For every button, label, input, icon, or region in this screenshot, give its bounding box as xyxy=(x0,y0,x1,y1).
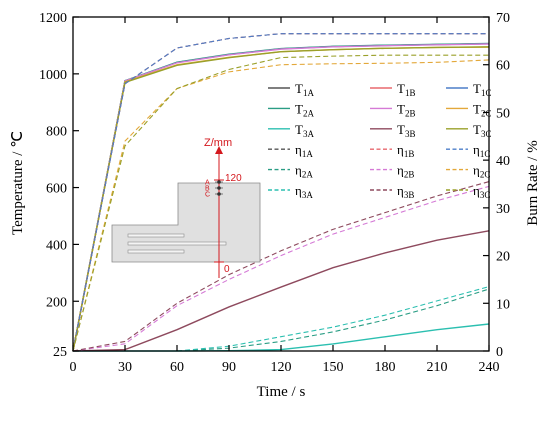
y-left-tick-label: 1200 xyxy=(39,11,67,26)
inset-slot xyxy=(127,249,185,254)
inset-diagram: Z/mm 120 0 ABC xyxy=(111,137,261,278)
y-right-tick-label: 60 xyxy=(496,59,510,74)
inset-slot xyxy=(127,241,227,246)
series-line-t-3c xyxy=(72,46,490,352)
inset-bottom-value: 0 xyxy=(224,264,230,275)
x-axis-title: Time / s xyxy=(257,384,306,400)
series-layer xyxy=(72,33,490,352)
legend-label: T3B xyxy=(397,122,415,139)
y-right-tick-label: 50 xyxy=(496,106,510,121)
legend-label: T1C xyxy=(473,81,491,98)
y-right-tick-label: 30 xyxy=(496,202,510,217)
inset-axis-label: Z/mm xyxy=(204,137,232,149)
inset-point-label: A xyxy=(205,180,210,187)
axes-layer: 0 30 60 90 120 150 180 210 240252004006008001000… xyxy=(39,11,510,375)
x-tick-label: 180 xyxy=(375,360,396,375)
legend-label: T3A xyxy=(295,122,314,139)
x-tick-label: 120 xyxy=(271,360,292,375)
legend-label: η3C xyxy=(473,183,490,200)
legend-label: T1B xyxy=(397,81,415,98)
legend-label: η2B xyxy=(397,163,414,180)
x-tick-label: 0 xyxy=(70,360,77,375)
x-tick-label: 90 xyxy=(222,360,236,375)
legend-label: T3C xyxy=(473,122,491,139)
legend-label: η1B xyxy=(397,142,414,159)
y-left-tick-label: 200 xyxy=(46,295,67,310)
inset-slot xyxy=(127,233,185,238)
legend-label: η1A xyxy=(295,142,313,159)
x-tick-label: 150 xyxy=(323,360,344,375)
y-right-tick-label: 0 xyxy=(496,345,503,360)
series-line-eta-3b xyxy=(72,181,490,352)
legend-label: T2B xyxy=(397,101,415,118)
y-left-tick-label: 1000 xyxy=(39,68,67,83)
y-left-tick-label: 25 xyxy=(53,345,67,360)
legend-label: η2A xyxy=(295,163,313,180)
inset-z-arrow xyxy=(215,146,223,154)
y-left-tick-label: 600 xyxy=(46,182,67,197)
y-right-tick-label: 70 xyxy=(496,11,510,26)
legend-label: T1A xyxy=(295,81,314,98)
x-tick-label: 210 xyxy=(427,360,448,375)
y-left-tick-label: 800 xyxy=(46,125,67,140)
y-right-tick-label: 40 xyxy=(496,154,510,169)
x-tick-label: 240 xyxy=(479,360,500,375)
legend-label: η3A xyxy=(295,183,313,200)
legend-label: T2C xyxy=(473,101,491,118)
series-line-eta-1c xyxy=(72,33,489,352)
y-axis-left-title: Temperature / ℃ xyxy=(10,131,26,235)
plot-background xyxy=(73,17,489,351)
series-line-eta-3c xyxy=(72,54,489,352)
inset-top-value: 120 xyxy=(225,173,242,184)
legend-label: T2A xyxy=(295,101,314,118)
legend-label: η1C xyxy=(473,142,490,159)
series-line-t-2b xyxy=(72,43,490,352)
legend-label: η2C xyxy=(473,163,490,180)
x-tick-label: 60 xyxy=(170,360,184,375)
inset-point-label: C xyxy=(205,192,210,199)
y-axis-right-title: Burn Rate / % xyxy=(525,140,541,225)
legend-label: η3B xyxy=(397,183,414,200)
series-line-t-3b xyxy=(72,230,490,352)
inset-point-label: B xyxy=(205,186,210,193)
series-line-eta-2a xyxy=(73,288,490,352)
legend: T1A T1B T1C T2A T2B T2C T3A T3B T3C η1A η1B η1C η2A η… xyxy=(268,81,491,200)
y-right-tick-label: 20 xyxy=(496,250,510,265)
series-line-eta-3a xyxy=(73,286,490,352)
y-right-tick-label: 10 xyxy=(496,297,510,312)
series-line-eta-2c xyxy=(72,59,490,352)
plot-area xyxy=(73,17,489,351)
series-line-eta-2b xyxy=(72,185,490,352)
y-left-tick-label: 400 xyxy=(46,238,67,253)
x-tick-label: 30 xyxy=(118,360,132,375)
